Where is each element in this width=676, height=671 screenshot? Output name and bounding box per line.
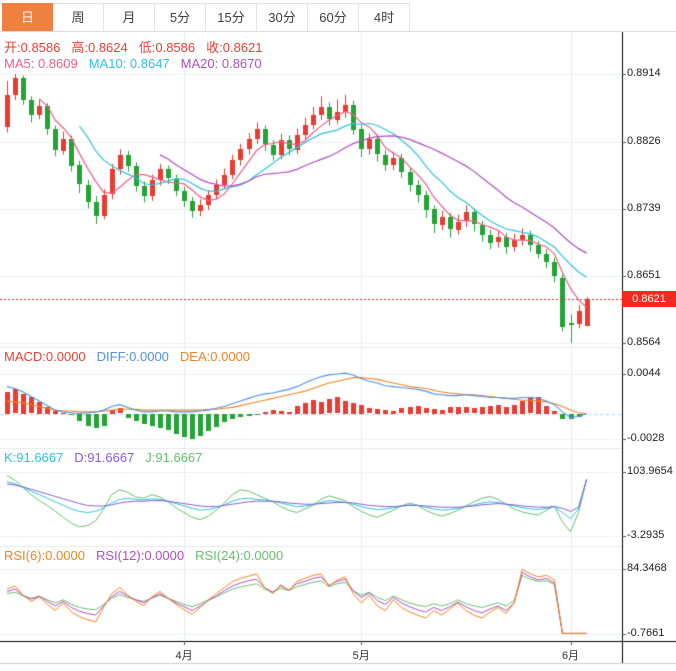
legend-item: RSI(12):0.0000	[95, 548, 185, 563]
interval-tab[interactable]: 15分	[206, 3, 257, 31]
legend-item: 低:0.8586	[138, 40, 196, 55]
legend-item: RSI(24):0.0000	[195, 548, 284, 563]
legend-item: J:91.6667	[145, 450, 203, 465]
ohlc-legend: 开:0.8586 高:0.8624 低:0.8586 收:0.8621	[4, 37, 274, 56]
ma-legend: MA5: 0.8609 MA10: 0.8647 MA20: 0.8670	[4, 56, 273, 71]
interval-tab[interactable]: 60分	[308, 3, 359, 31]
current-price-badge: 0.8621	[622, 291, 676, 308]
axis-label: 0.8914	[627, 67, 661, 79]
axis-label: 84.3468	[627, 562, 667, 574]
axis-label: 0.8826	[627, 134, 661, 147]
rsi-legend: RSI(6):0.0000 RSI(12):0.0000 RSI(24):0.000…	[4, 548, 294, 563]
legend-item: MA5: 0.8609	[4, 56, 78, 71]
legend-item: DEA:0.0000	[179, 349, 251, 364]
macd-legend: MACD:0.0000 DIFF:0.0000 DEA:0.0000	[4, 349, 261, 364]
x-axis-month-label: 5月	[352, 650, 370, 662]
interval-tab[interactable]: 日	[2, 3, 53, 31]
axis-label: 103.9654	[627, 465, 673, 477]
interval-tab[interactable]: 5分	[155, 3, 206, 31]
axis-label: 0.8651	[627, 269, 661, 282]
legend-item: RSI(6):0.0000	[4, 548, 85, 563]
axis-label: 0.0044	[627, 367, 661, 379]
legend-item: DIFF:0.0000	[96, 349, 169, 364]
legend-item: K:91.6667	[4, 450, 64, 465]
axis-label: -0.0028	[627, 432, 665, 444]
axis-label: -0.7661	[627, 627, 665, 639]
legend-item: D:91.6667	[74, 450, 135, 465]
interval-tab[interactable]: 4时	[359, 3, 410, 31]
legend-item: 开:0.8586	[4, 40, 61, 55]
x-axis-month-label: 4月	[175, 650, 193, 662]
legend-item: MACD:0.0000	[4, 349, 86, 364]
axis-label: 0.8739	[627, 201, 661, 214]
interval-tab[interactable]: 30分	[257, 3, 308, 31]
interval-tabbar: 日周月 5分 15分 30分 60分 4时	[0, 0, 676, 32]
axis-label: -3.2935	[627, 529, 665, 541]
kdj-legend: K:91.6667 D:91.6667 J:91.6667	[4, 450, 213, 465]
axis-label: 0.8564	[627, 336, 661, 348]
legend-item: MA10: 0.8647	[88, 56, 170, 71]
legend-item: MA20: 0.8670	[180, 56, 262, 71]
interval-tab[interactable]: 周	[53, 3, 104, 31]
legend-item: 收:0.8621	[206, 40, 263, 55]
legend-item: 高:0.8624	[71, 40, 128, 55]
interval-tab[interactable]: 月	[104, 3, 155, 31]
x-axis-month-label: 6月	[561, 650, 580, 662]
